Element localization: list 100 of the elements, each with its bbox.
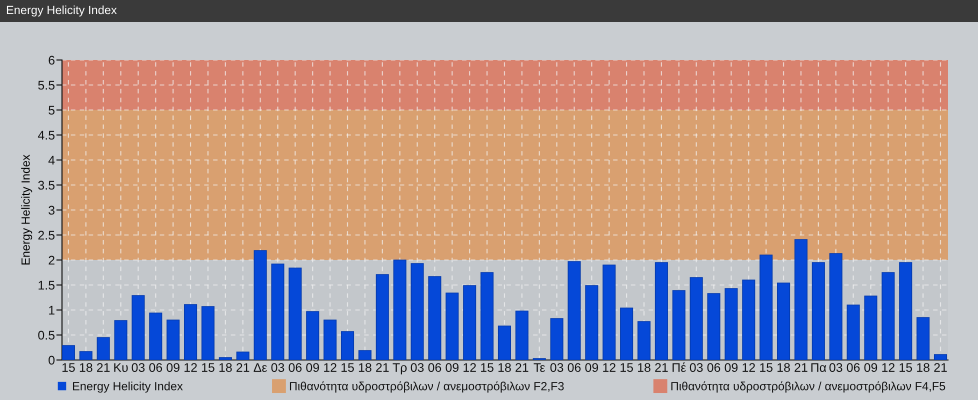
bar: [760, 254, 773, 360]
x-tick-label: 09: [864, 363, 878, 372]
x-tick-label: 21: [236, 363, 250, 372]
chart-title: Energy Helicity Index: [6, 6, 117, 16]
bar: [620, 308, 634, 360]
bar: [585, 285, 598, 360]
x-tick-label: 06: [428, 363, 442, 372]
x-tick-label: 18: [498, 363, 511, 372]
y-tick-label: 4.5: [38, 130, 55, 140]
bar: [236, 352, 250, 360]
bar: [672, 290, 686, 360]
bar: [690, 277, 703, 360]
bar: [340, 331, 354, 360]
bar: [829, 253, 842, 360]
bar: [707, 293, 720, 360]
x-tick-label: 18: [778, 363, 790, 372]
x-tick-label: 15: [62, 363, 75, 372]
x-tick-label: 18: [358, 363, 372, 372]
bar: [446, 292, 459, 360]
x-tick-label: 06: [568, 363, 581, 372]
x-tick-label: 18: [80, 363, 92, 372]
x-tick-label: 09: [446, 363, 459, 372]
legend-label: Πιθανότητα υδροστρόβιλων / ανεμοστρόβιλων F2,F3: [290, 381, 564, 393]
bar: [79, 351, 92, 360]
bar: [166, 320, 180, 360]
x-tick-label: 03: [132, 363, 145, 372]
bar: [602, 264, 616, 360]
x-tick-label: 09: [585, 363, 598, 372]
bar: [324, 320, 337, 360]
bar: [515, 310, 528, 360]
y-tick-label: 0: [48, 356, 55, 365]
bar: [794, 239, 808, 360]
x-tick-label: 21: [97, 363, 110, 372]
y-tick-label: 6: [48, 56, 55, 65]
x-tick-label: 12: [464, 363, 476, 372]
bar: [463, 285, 476, 360]
x-tick-label: 03: [271, 363, 284, 372]
bar: [568, 261, 581, 360]
x-tick-label: 21: [516, 363, 528, 372]
x-tick-label: Κυ: [114, 363, 128, 372]
x-tick-label: 09: [306, 363, 319, 372]
bar: [777, 282, 790, 360]
x-tick-label: 18: [219, 363, 232, 372]
x-tick-label: 03: [410, 363, 424, 372]
bar: [480, 272, 494, 360]
bar: [184, 304, 198, 360]
y-tick-label: 3.5: [38, 180, 55, 190]
bar: [201, 306, 215, 360]
bar: [637, 321, 651, 360]
bar: [916, 317, 930, 360]
x-tick-label: 18: [638, 363, 650, 372]
x-tick-label: 06: [288, 363, 302, 372]
y-tick-label: 0.5: [38, 330, 55, 340]
x-tick-label: 21: [934, 363, 947, 372]
x-tick-label: Τρ: [392, 363, 407, 374]
x-tick-label: 06: [149, 363, 162, 372]
x-tick-label: 15: [202, 363, 214, 372]
x-tick-label: 21: [655, 363, 668, 372]
bar: [358, 350, 372, 360]
bar: [306, 311, 320, 360]
bar: [288, 268, 302, 360]
x-tick-label: 06: [846, 363, 860, 372]
x-tick-label: 03: [550, 363, 564, 372]
x-tick-label: 15: [481, 363, 494, 372]
bar: [393, 260, 406, 360]
y-axis-title: Energy Helicity Index: [21, 154, 32, 264]
bar: [218, 357, 232, 360]
bar: [742, 280, 756, 360]
bar: [149, 312, 162, 360]
bar: [62, 345, 75, 360]
x-tick-label: 15: [900, 363, 912, 372]
x-tick-label: 15: [620, 363, 633, 372]
bar: [96, 337, 110, 360]
y-tick-label: 1.5: [38, 280, 55, 290]
x-tick-label: 18: [917, 363, 930, 372]
y-tick-label: 2: [48, 256, 54, 265]
x-tick-label: 15: [342, 363, 354, 372]
x-tick-label: 12: [882, 363, 895, 372]
x-tick-label: 12: [184, 363, 197, 372]
x-tick-label: 06: [707, 363, 720, 372]
bar: [271, 264, 284, 360]
y-tick-label: 5.5: [38, 80, 55, 90]
bar: [654, 262, 668, 360]
x-tick-label: 12: [603, 363, 616, 372]
bar: [882, 272, 895, 360]
bar: [550, 318, 564, 360]
x-tick-label: 21: [794, 363, 808, 372]
bar: [899, 262, 912, 360]
x-tick-label: 03: [690, 363, 703, 372]
bar: [428, 276, 442, 360]
x-tick-label: 09: [166, 363, 180, 372]
x-tick-label: 21: [376, 363, 389, 372]
x-tick-label: Τε: [534, 363, 546, 372]
y-tick-label: 2.5: [38, 230, 55, 240]
bar: [864, 296, 878, 360]
bar: [724, 288, 738, 360]
bar: [812, 262, 825, 360]
y-tick-label: 4: [48, 156, 55, 165]
y-tick-label: 1: [49, 306, 54, 315]
bar: [934, 354, 948, 360]
